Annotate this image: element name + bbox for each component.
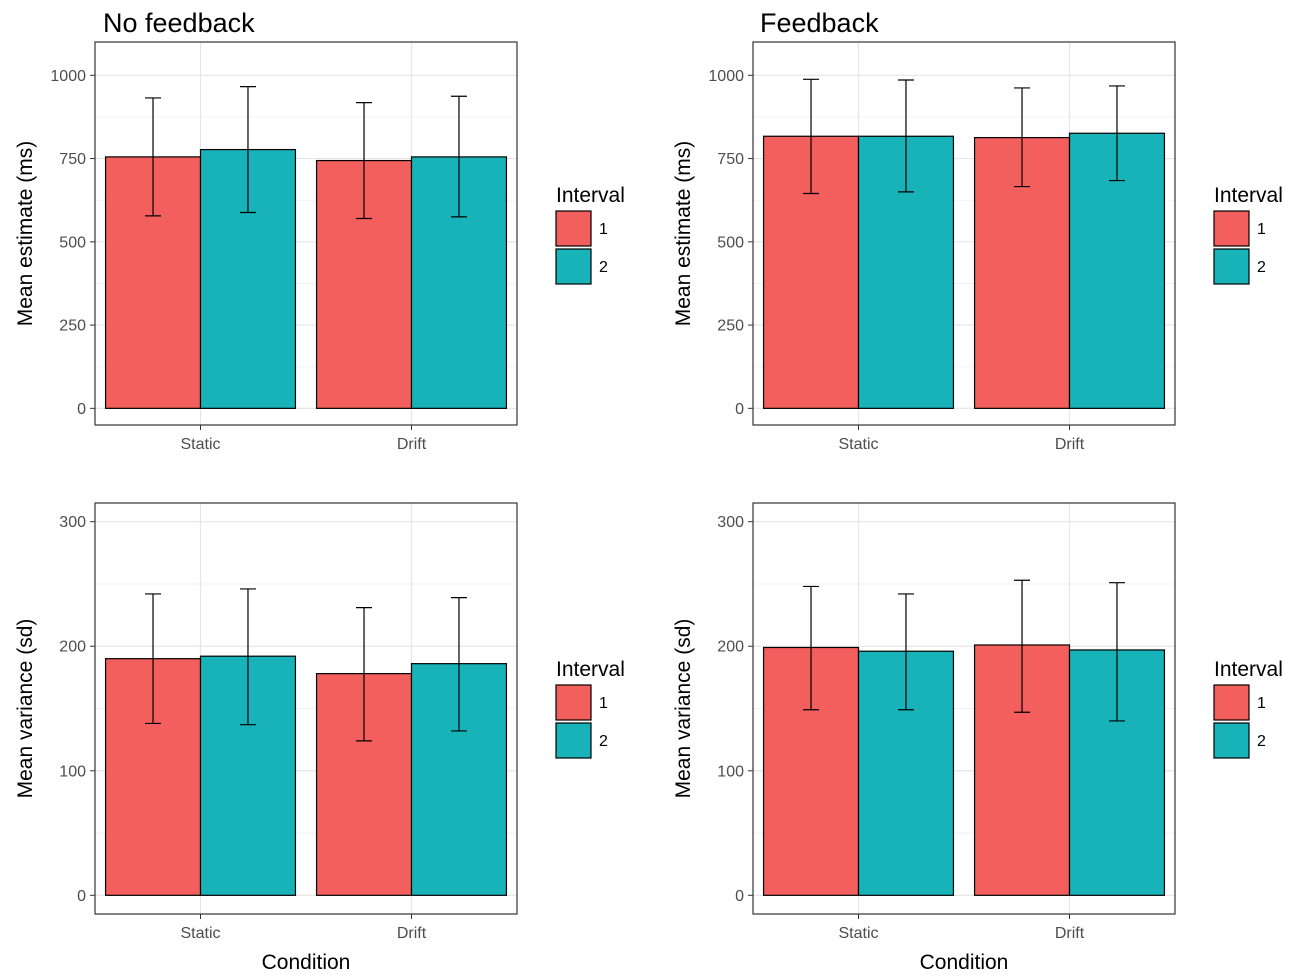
legend: Interval 1 2 [555, 658, 625, 759]
legend-key-interval-1 [555, 684, 592, 721]
legend: Interval 1 2 [1213, 658, 1283, 759]
legend-label: 2 [599, 259, 608, 276]
error-bar [450, 597, 467, 732]
x-tick-label: Static [180, 436, 220, 453]
y-tick-label: 750 [717, 151, 744, 168]
y-tick-label: 250 [717, 318, 744, 335]
error-bar [450, 95, 467, 218]
y-tick-label: 100 [717, 763, 744, 780]
y-axis-label: Mean variance (sd) [14, 619, 37, 799]
legend-key-interval-2 [555, 722, 592, 759]
y-tick-label: 500 [59, 234, 86, 251]
x-tick-label: Static [838, 436, 878, 453]
x-axis-label: Condition [920, 951, 1009, 974]
y-tick-label: 0 [77, 401, 86, 418]
x-tick-label: Drift [1055, 925, 1085, 942]
legend-label: 2 [1257, 733, 1266, 750]
y-tick-label: 750 [59, 151, 86, 168]
y-axis-label: Mean variance (sd) [672, 619, 695, 799]
legend-title: Interval [1214, 658, 1283, 681]
error-bar [356, 607, 373, 742]
bar-static-interval-2 [199, 148, 297, 409]
legend-label: 1 [1257, 695, 1266, 712]
legend-label: 2 [1257, 259, 1266, 276]
error-bar [897, 79, 914, 193]
y-tick-label: 200 [717, 639, 744, 656]
chart-panel-4: 0 100 200 300 Static Drift Mean variance (sd) C… [672, 502, 1283, 974]
legend: Interval 1 2 [555, 184, 625, 285]
x-tick-label: Drift [1055, 436, 1085, 453]
y-tick-label: 200 [59, 639, 86, 656]
legend-label: 1 [599, 221, 608, 238]
legend-key-interval-1 [1213, 210, 1250, 247]
error-bar [1108, 85, 1125, 182]
panel-border [94, 41, 518, 426]
y-axis-label: Mean estimate (ms) [672, 141, 695, 327]
legend-key-interval-2 [1213, 722, 1250, 759]
panel-border [752, 41, 1176, 426]
y-tick-label: 0 [735, 401, 744, 418]
legend-label: 1 [1257, 221, 1266, 238]
panel-border [94, 502, 518, 915]
error-bar [803, 585, 820, 711]
chart-title: No feedback [103, 8, 255, 38]
legend-label: 1 [599, 695, 608, 712]
error-bar [145, 97, 162, 217]
x-tick-label: Drift [397, 925, 427, 942]
chart-panel-1: 0 250 500 750 1000 Static Drift No feedback Mean… [14, 8, 625, 453]
legend: Interval 1 2 [1213, 184, 1283, 285]
y-tick-label: 0 [735, 888, 744, 905]
error-bar [803, 78, 820, 195]
y-tick-label: 1000 [708, 68, 744, 85]
y-tick-label: 250 [59, 318, 86, 335]
chart-panel-3: 0 100 200 300 Static Drift Mean variance (sd) C… [14, 502, 625, 974]
y-tick-label: 0 [77, 888, 86, 905]
error-bar [356, 102, 373, 220]
error-bar [897, 593, 914, 711]
legend-key-interval-2 [1213, 248, 1250, 285]
y-tick-label: 300 [717, 514, 744, 531]
legend-title: Interval [556, 658, 625, 681]
legend-key-interval-2 [555, 248, 592, 285]
chart-title: Feedback [760, 8, 879, 38]
chart-panel-2: 0 250 500 750 1000 Static Drift Feedback Mean es… [672, 8, 1283, 453]
error-bar [1108, 582, 1125, 722]
y-tick-label: 500 [717, 234, 744, 251]
y-tick-label: 300 [59, 514, 86, 531]
error-bar [1014, 579, 1031, 713]
error-bar [239, 588, 256, 726]
legend-key-interval-1 [1213, 684, 1250, 721]
x-axis-label: Condition [262, 951, 351, 974]
legend-title: Interval [556, 184, 625, 207]
x-tick-label: Static [838, 925, 878, 942]
x-tick-label: Drift [397, 436, 427, 453]
legend-label: 2 [599, 733, 608, 750]
error-bar [239, 86, 256, 214]
panel-border [752, 502, 1176, 915]
y-tick-label: 1000 [50, 68, 86, 85]
y-axis-label: Mean estimate (ms) [14, 141, 37, 327]
x-tick-label: Static [180, 925, 220, 942]
error-bar [145, 593, 162, 725]
y-tick-label: 100 [59, 763, 86, 780]
legend-key-interval-1 [555, 210, 592, 247]
legend-title: Interval [1214, 184, 1283, 207]
error-bar [1014, 87, 1031, 188]
